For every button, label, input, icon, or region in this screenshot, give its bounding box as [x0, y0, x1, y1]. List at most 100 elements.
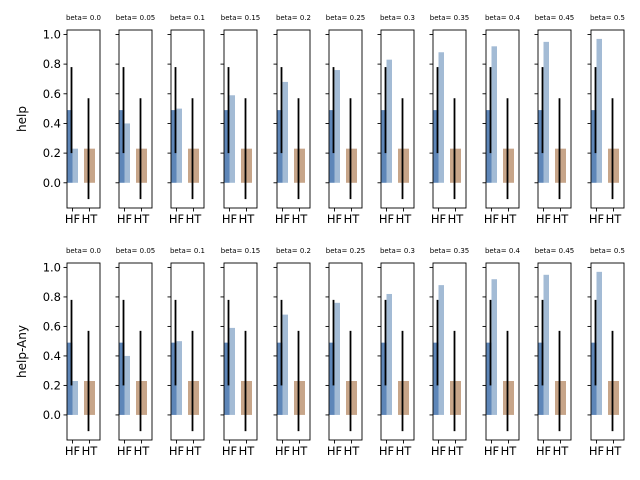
panel-title-help-panel-0: beta= 0.0 — [66, 14, 101, 22]
ht-bar-help-any-panel-7 — [450, 381, 461, 415]
xtick-label-hf-help-panel-7: HF — [431, 212, 446, 226]
axes-frame-help-any-panel-7 — [432, 262, 467, 441]
xtick-label-hf-help-any-panel-9: HF — [536, 444, 551, 458]
panel-title-help-any-panel-9: beta= 0.45 — [535, 247, 574, 255]
xtick-label-ht-help-any-panel-1: HT — [134, 444, 151, 458]
hf-beta-bar-help-panel-7 — [438, 52, 444, 183]
panel-title-help-any-panel-10: beta= 0.5 — [590, 247, 625, 255]
axes-frame-help-any-panel-9 — [537, 262, 572, 441]
xtick-label-hf-help-panel-5: HF — [327, 212, 342, 226]
xtick-label-ht-help-panel-1: HT — [134, 212, 151, 226]
hf-beta-bar-help-any-panel-3 — [229, 327, 235, 415]
panel-title-help-panel-10: beta= 0.5 — [590, 14, 625, 22]
ht-bar-help-any-panel-6 — [398, 381, 409, 415]
xtick-label-ht-help-panel-6: HT — [396, 212, 413, 226]
ytick-label-3-help-any: 0.6 — [43, 319, 61, 333]
hf-mean-bar-help-panel-6 — [381, 110, 387, 183]
xtick-label-ht-help-panel-0: HT — [82, 212, 99, 226]
axes-frame-help-any-panel-3 — [223, 262, 258, 441]
ht-bar-help-panel-7 — [450, 148, 461, 183]
axes-frame-help-panel-1 — [118, 29, 153, 209]
hf-mean-bar-help-any-panel-10 — [591, 342, 597, 415]
ytick-label-1-help-any: 0.2 — [43, 378, 61, 392]
xtick-label-hf-help-any-panel-8: HF — [484, 444, 499, 458]
xtick-label-ht-help-panel-7: HT — [448, 212, 465, 226]
axes-frame-help-any-panel-1 — [118, 262, 153, 441]
hf-beta-bar-help-panel-0 — [72, 148, 78, 183]
hf-beta-bar-help-panel-3 — [229, 95, 235, 183]
hf-mean-bar-help-any-panel-7 — [433, 342, 439, 415]
hf-mean-bar-help-any-panel-1 — [119, 342, 125, 415]
ht-bar-help-panel-5 — [346, 148, 357, 183]
xtick-label-ht-help-panel-5: HT — [344, 212, 361, 226]
hf-mean-bar-help-any-panel-9 — [538, 342, 544, 415]
panel-title-help-panel-8: beta= 0.4 — [485, 14, 521, 22]
hf-beta-bar-help-any-panel-1 — [124, 355, 130, 415]
xtick-label-ht-help-panel-8: HT — [501, 212, 518, 226]
hf-beta-bar-help-panel-4 — [282, 81, 288, 183]
panel-title-help-any-panel-7: beta= 0.35 — [430, 247, 469, 255]
ytick-label-5-help: 1.0 — [43, 27, 61, 41]
xtick-label-hf-help-any-panel-6: HF — [379, 444, 394, 458]
hf-mean-bar-help-any-panel-2 — [171, 342, 177, 415]
hf-mean-bar-help-panel-3 — [224, 110, 230, 183]
ht-bar-help-panel-10 — [608, 148, 619, 183]
xtick-label-ht-help-panel-3: HT — [239, 212, 256, 226]
hf-beta-bar-help-any-panel-8 — [491, 279, 497, 415]
xtick-label-hf-help-any-panel-3: HF — [222, 444, 237, 458]
xtick-label-hf-help-panel-0: HF — [65, 212, 80, 226]
hf-beta-bar-help-any-panel-0 — [72, 381, 78, 415]
xtick-label-ht-help-panel-4: HT — [292, 212, 309, 226]
panel-title-help-any-panel-8: beta= 0.4 — [485, 247, 521, 255]
hf-mean-bar-help-panel-9 — [538, 110, 544, 183]
hf-mean-bar-help-panel-8 — [486, 110, 492, 183]
xtick-label-hf-help-any-panel-7: HF — [431, 444, 446, 458]
xtick-label-hf-help-any-panel-0: HF — [65, 444, 80, 458]
xtick-label-ht-help-panel-9: HT — [553, 212, 570, 226]
xtick-label-ht-help-any-panel-0: HT — [82, 444, 99, 458]
hf-mean-bar-help-any-panel-6 — [381, 342, 387, 415]
hf-mean-bar-help-any-panel-3 — [224, 342, 230, 415]
hf-beta-bar-help-any-panel-6 — [386, 293, 392, 415]
xtick-label-ht-help-any-panel-7: HT — [448, 444, 465, 458]
hf-beta-bar-help-any-panel-10 — [596, 271, 602, 415]
panel-title-help-panel-2: beta= 0.1 — [170, 14, 205, 22]
ht-bar-help-any-panel-9 — [555, 381, 566, 415]
ht-bar-help-panel-6 — [398, 148, 409, 183]
ht-bar-help-any-panel-4 — [294, 381, 305, 415]
ytick-label-1-help: 0.2 — [43, 146, 61, 160]
xtick-label-ht-help-any-panel-4: HT — [292, 444, 309, 458]
panel-title-help-any-panel-3: beta= 0.15 — [221, 247, 260, 255]
ytick-label-2-help: 0.4 — [43, 116, 61, 130]
axes-frame-help-panel-3 — [223, 29, 258, 209]
ht-bar-help-panel-4 — [294, 148, 305, 183]
hf-beta-bar-help-any-panel-9 — [543, 274, 549, 415]
ytick-label-0-help-any: 0.0 — [43, 408, 61, 422]
panel-title-help-any-panel-0: beta= 0.0 — [66, 247, 101, 255]
xtick-label-hf-help-any-panel-10: HF — [589, 444, 604, 458]
hf-beta-bar-help-panel-2 — [176, 108, 182, 183]
hf-beta-bar-help-any-panel-7 — [438, 285, 444, 415]
panel-title-help-panel-7: beta= 0.35 — [430, 14, 469, 22]
ytick-label-2-help-any: 0.4 — [43, 349, 61, 363]
xtick-label-ht-help-any-panel-3: HT — [239, 444, 256, 458]
hf-beta-bar-help-panel-9 — [543, 41, 549, 183]
xtick-label-hf-help-any-panel-4: HF — [275, 444, 290, 458]
axes-frame-help-panel-0 — [66, 29, 101, 209]
panel-title-help-any-panel-4: beta= 0.2 — [276, 247, 311, 255]
axes-frame-help-panel-10 — [590, 29, 625, 209]
hf-beta-bar-help-panel-8 — [491, 46, 497, 183]
xtick-label-ht-help-any-panel-6: HT — [396, 444, 413, 458]
panel-title-help-panel-4: beta= 0.2 — [276, 14, 311, 22]
xtick-label-ht-help-panel-2: HT — [186, 212, 203, 226]
hf-mean-bar-help-any-panel-8 — [486, 342, 492, 415]
xtick-label-hf-help-panel-6: HF — [379, 212, 394, 226]
hf-mean-bar-help-any-panel-0 — [67, 342, 73, 415]
hf-mean-bar-help-panel-0 — [67, 110, 73, 183]
xtick-label-hf-help-panel-3: HF — [222, 212, 237, 226]
ht-bar-help-any-panel-5 — [346, 381, 357, 415]
hf-beta-bar-help-any-panel-5 — [334, 302, 340, 415]
ytick-label-4-help: 0.8 — [43, 57, 61, 71]
panel-title-help-panel-1: beta= 0.05 — [116, 14, 155, 22]
axes-frame-help-any-panel-4 — [276, 262, 311, 441]
